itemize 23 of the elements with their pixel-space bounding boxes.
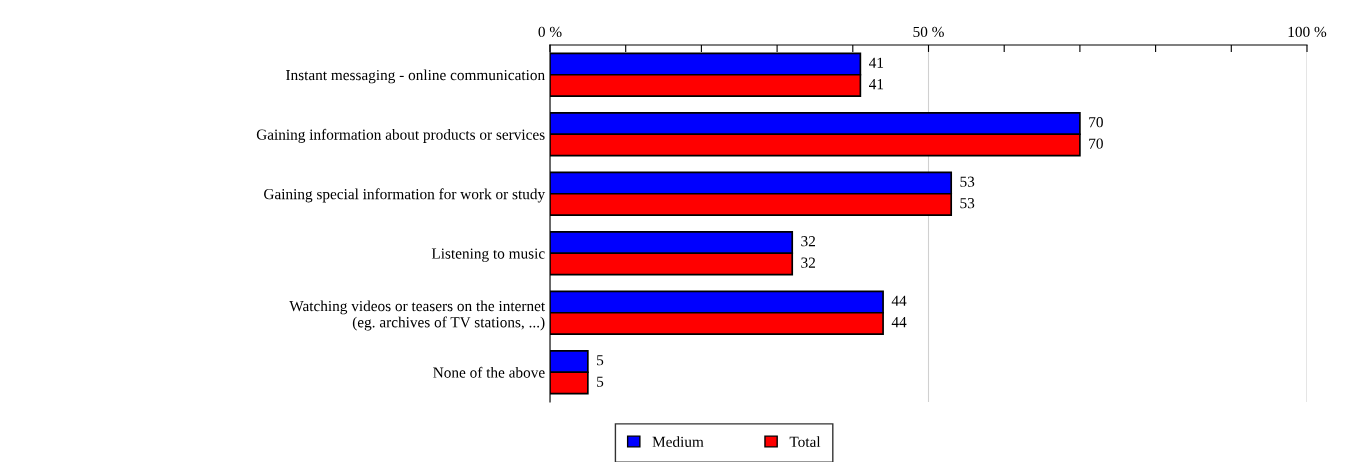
legend-label: Total xyxy=(789,436,821,447)
data-label: 41 xyxy=(869,57,884,68)
data-label: 70 xyxy=(1089,138,1103,149)
data-label: 41 xyxy=(869,79,884,90)
data-label: 53 xyxy=(960,176,975,187)
x-tick-label: 50 % xyxy=(913,26,944,38)
y-tick-label: Listening to music xyxy=(431,248,545,262)
y-tick-label: Gaining special information for work or study xyxy=(264,188,546,203)
y-tick-label: Gaining information about products or services xyxy=(256,128,545,143)
legend-label: Medium xyxy=(652,436,704,447)
x-tick-label: 100 % xyxy=(1288,26,1327,38)
data-label: 44 xyxy=(891,317,907,328)
data-label: 70 xyxy=(1089,117,1103,128)
data-label: 53 xyxy=(960,198,975,209)
y-tick-label: None of the above xyxy=(433,366,545,378)
y-tick-label: Watching videos or teasers on the internet (eg. archives of TV stations, ...) xyxy=(289,300,546,331)
data-label: 32 xyxy=(801,236,816,247)
data-label: 5 xyxy=(597,376,604,387)
data-label: 44 xyxy=(891,295,907,306)
y-tick-label: Instant messaging - online communication xyxy=(286,69,545,84)
x-tick-label: 0 % xyxy=(538,26,562,38)
data-label: 32 xyxy=(801,257,816,268)
data-label: 5 xyxy=(597,355,604,366)
